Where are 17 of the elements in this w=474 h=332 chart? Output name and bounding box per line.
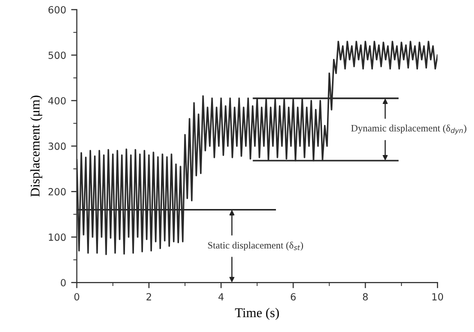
y-tick-label: 500 — [48, 52, 66, 59]
y-axis-title: Displacement (μm) — [30, 96, 42, 197]
annotation: Static displacement (δ$_{st}$) — [208, 242, 304, 251]
y-tick-label: 0 — [60, 279, 66, 286]
x-tick-label: 6 — [290, 293, 296, 300]
x-axis-title: Time (s) — [235, 308, 279, 320]
x-tick-label: 4 — [218, 293, 224, 300]
y-tick-label: 200 — [48, 188, 66, 196]
y-tick-label: 400 — [48, 97, 66, 104]
y-tick-label: 600 — [48, 6, 66, 14]
annotation: Dynamic displacement (δ$_{dyn}$) — [351, 124, 466, 134]
y-tick-label: 100 — [48, 234, 66, 241]
y-tick-label: 300 — [48, 142, 66, 150]
x-tick-label: 2 — [146, 293, 152, 300]
x-tick-label: 8 — [362, 293, 368, 300]
x-tick-label: 10 — [432, 293, 444, 300]
x-tick-label: 0 — [74, 293, 80, 300]
